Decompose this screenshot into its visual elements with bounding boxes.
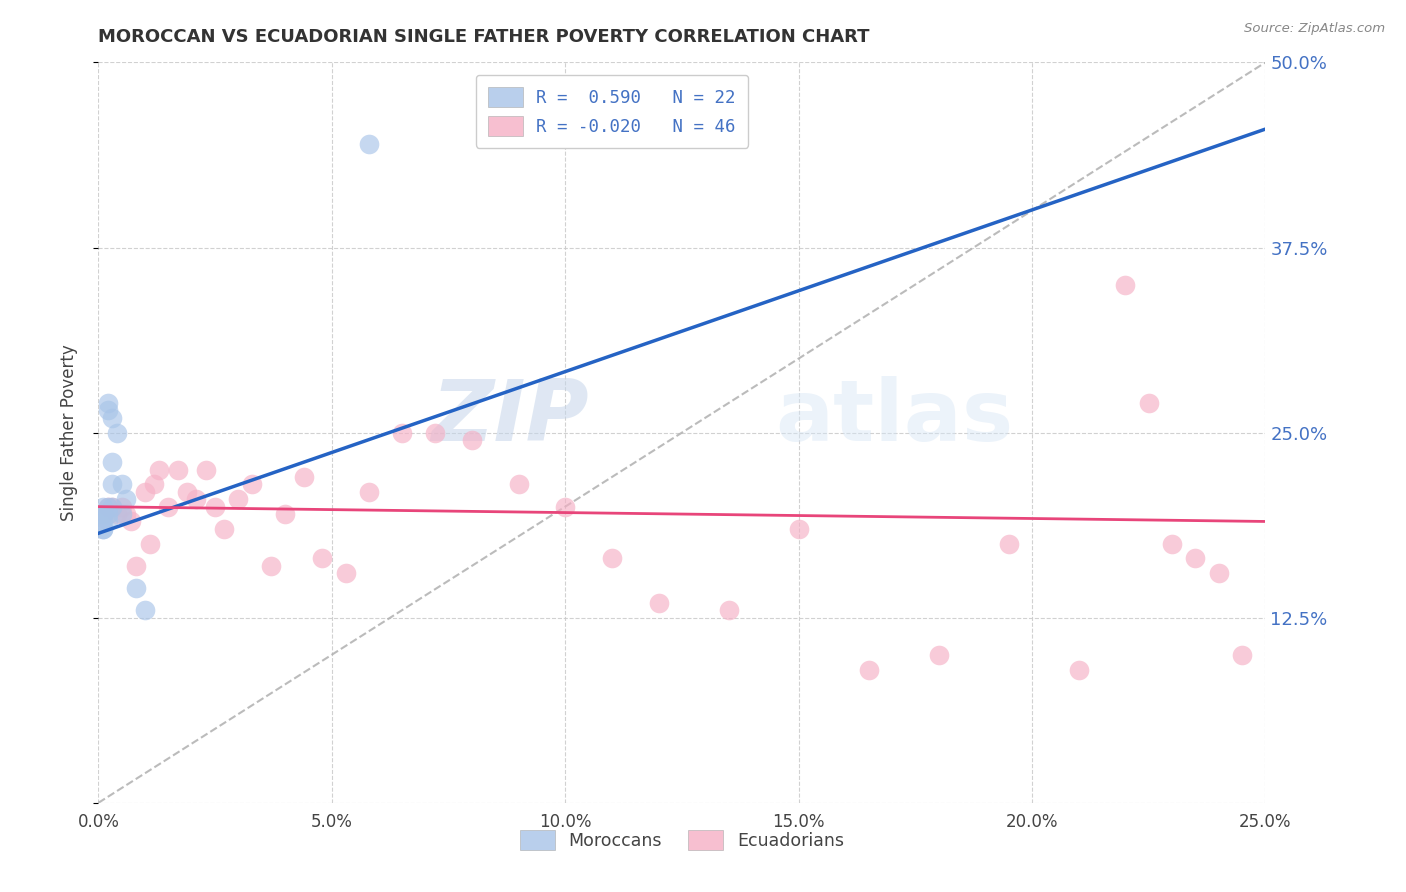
Point <box>335 566 357 581</box>
Point <box>91 515 114 529</box>
Point <box>143 477 166 491</box>
Point <box>91 507 114 521</box>
Point <box>1137 396 1160 410</box>
Point <box>148 462 170 476</box>
Point <box>101 477 124 491</box>
Point <box>292 470 315 484</box>
Point <box>858 663 880 677</box>
Point <box>157 500 180 514</box>
Point <box>97 396 120 410</box>
Point <box>97 515 120 529</box>
Point <box>101 455 124 469</box>
Point <box>274 507 297 521</box>
Point <box>717 603 740 617</box>
Point <box>423 425 446 440</box>
Point <box>139 536 162 550</box>
Point <box>260 558 283 573</box>
Point <box>115 492 138 507</box>
Point <box>120 515 142 529</box>
Text: MOROCCAN VS ECUADORIAN SINGLE FATHER POVERTY CORRELATION CHART: MOROCCAN VS ECUADORIAN SINGLE FATHER POV… <box>98 28 870 45</box>
Point <box>125 581 148 595</box>
Point <box>101 500 124 514</box>
Point <box>242 477 264 491</box>
Point <box>194 462 217 476</box>
Legend: Moroccans, Ecuadorians: Moroccans, Ecuadorians <box>509 820 855 861</box>
Point <box>461 433 484 447</box>
Point <box>101 410 124 425</box>
Point <box>311 551 333 566</box>
Text: Source: ZipAtlas.com: Source: ZipAtlas.com <box>1244 22 1385 36</box>
Point <box>105 425 128 440</box>
Point <box>228 492 250 507</box>
Point <box>1208 566 1230 581</box>
Point <box>97 500 120 514</box>
Point <box>176 484 198 499</box>
Point <box>125 558 148 573</box>
Point <box>111 477 134 491</box>
Point <box>554 500 576 514</box>
Point <box>787 522 810 536</box>
Point <box>391 425 413 440</box>
Point <box>508 477 530 491</box>
Point <box>111 500 134 514</box>
Text: atlas: atlas <box>775 376 1014 459</box>
Point <box>1114 277 1136 292</box>
Text: ZIP: ZIP <box>430 376 589 459</box>
Point <box>359 136 381 151</box>
Point <box>91 522 114 536</box>
Point <box>204 500 226 514</box>
Point <box>101 500 124 514</box>
Point <box>166 462 188 476</box>
Point <box>1161 536 1184 550</box>
Point <box>600 551 623 566</box>
Point <box>97 403 120 417</box>
Point <box>134 603 156 617</box>
Point <box>105 507 128 521</box>
Point <box>115 507 138 521</box>
Point <box>1067 663 1090 677</box>
Point <box>186 492 208 507</box>
Point <box>91 507 114 521</box>
Y-axis label: Single Father Poverty: Single Father Poverty <box>59 344 77 521</box>
Point <box>97 507 120 521</box>
Point <box>111 507 134 521</box>
Point <box>91 500 114 514</box>
Point <box>91 507 114 521</box>
Point <box>1230 648 1253 662</box>
Point <box>91 522 114 536</box>
Point <box>214 522 236 536</box>
Point <box>647 596 669 610</box>
Point <box>134 484 156 499</box>
Point <box>359 484 381 499</box>
Point <box>997 536 1019 550</box>
Point <box>97 500 120 514</box>
Point <box>928 648 950 662</box>
Point <box>1184 551 1206 566</box>
